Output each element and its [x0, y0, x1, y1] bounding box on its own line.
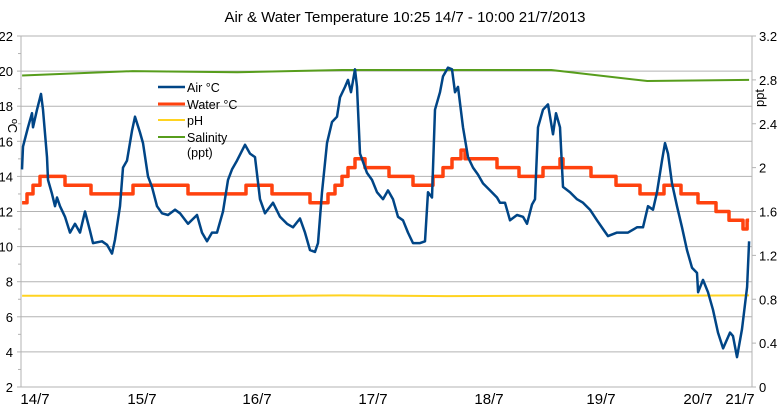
x-tick-label: 20/7: [683, 391, 712, 408]
gridlines: [21, 35, 752, 388]
right-tick-label: 0.4: [759, 336, 777, 351]
left-tick-label: 8: [6, 275, 13, 290]
x-tick-label: 16/7: [242, 391, 271, 408]
left-tick-label: 22: [0, 29, 13, 44]
right-tick-label: 2: [759, 161, 766, 176]
x-tick-label: 19/7: [586, 391, 615, 408]
right-tick-label: 2.8: [759, 73, 777, 88]
series-line-salinity: [22, 69, 750, 82]
left-tick-label: 20: [0, 64, 13, 79]
series-line-ph: [22, 294, 750, 298]
series-lines: [20, 66, 751, 359]
series-line-air: [20, 66, 751, 359]
right-tick-label: 3.2: [759, 29, 777, 44]
left-tick-label: 18: [0, 99, 13, 114]
chart-title: Air & Water Temperature 10:25 14/7 - 10:…: [224, 9, 585, 26]
left-tick-label: 16: [0, 134, 13, 149]
x-tick-label: 14/7: [20, 391, 49, 408]
right-tick-label: 0: [759, 380, 766, 395]
legend-label-air: Air °C: [187, 81, 220, 95]
series-line-water: [22, 148, 750, 231]
right-tick-label: 1.6: [759, 205, 777, 220]
right-tick-label: 2.4: [759, 117, 777, 132]
legend-label-salinity-unit: (ppt): [187, 146, 213, 160]
legend-label-salinity: Salinity: [187, 131, 228, 145]
legend: Air °C Water °C pH Salinity (ppt): [158, 81, 237, 160]
axes: 2 4 6 8 10 12 14 16 18 20 22 0 0.4 0.8 1.2 1.6 2 2.4 2.8 3.…: [0, 29, 777, 408]
left-tick-label: 4: [6, 345, 13, 360]
x-tick-label: 21/7: [725, 391, 754, 408]
left-tick-label: 6: [6, 310, 13, 325]
left-tick-label: 14: [0, 169, 13, 184]
right-axis-label: ppt: [752, 89, 767, 107]
left-tick-label: 12: [0, 205, 13, 220]
x-tick-label: 15/7: [127, 391, 156, 408]
x-tick-label: 17/7: [358, 391, 387, 408]
left-tick-label: 2: [6, 380, 13, 395]
left-axis-label: ºC: [5, 119, 20, 133]
x-tick-label: 18/7: [474, 391, 503, 408]
legend-label-water: Water °C: [187, 98, 237, 112]
left-tick-label: 10: [0, 240, 13, 255]
right-tick-label: 0.8: [759, 292, 777, 307]
right-tick-label: 1.2: [759, 248, 777, 263]
legend-label-ph: pH: [187, 114, 203, 128]
